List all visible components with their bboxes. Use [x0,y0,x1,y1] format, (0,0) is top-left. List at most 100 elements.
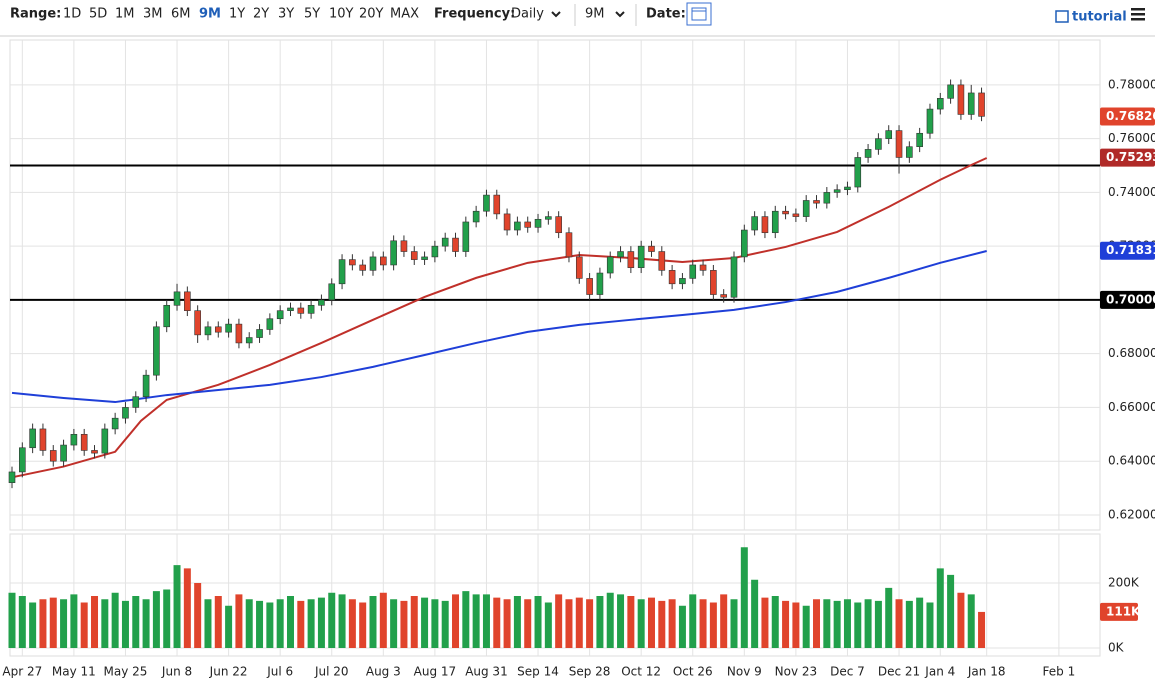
candle-body [245,337,253,344]
candle-body [493,194,501,215]
range-button[interactable]: 5D [89,7,107,22]
volume-bar [317,597,325,648]
candle [596,267,604,300]
moving-average [11,157,988,479]
range-button[interactable]: 9M [199,7,221,22]
calendar-box[interactable] [686,2,712,26]
x-tick-label: Nov 9 [727,665,762,679]
candle [91,445,98,459]
frequency-select[interactable]: Daily [511,7,544,22]
candle [204,321,212,341]
price-tag [1100,148,1155,167]
candle-body [390,240,397,266]
volume-bar [70,594,78,648]
menu-button[interactable] [1131,8,1145,21]
range-button[interactable]: 2Y [253,7,269,22]
volume-bar [658,600,666,648]
y-tick-label: 0.74000 [1108,185,1155,199]
volume-bar [740,547,748,648]
candle [163,299,171,333]
candle [235,318,243,349]
volume-bar [916,597,924,648]
candle [936,92,944,115]
candle-body [266,318,274,330]
candle [225,318,232,338]
volume-bar [121,600,129,648]
candle-body [936,98,944,110]
volume-bar [410,596,418,648]
calendar-button[interactable] [686,2,712,26]
volume-bar [720,594,728,648]
volume-bar [472,594,480,648]
calendar-icon[interactable] [691,7,707,21]
volume-bar [730,599,738,648]
candle-body [214,326,222,333]
x-tick-label: Jul 20 [314,665,349,679]
candle-body [91,450,98,454]
y-tick-label: 0.66000 [1108,400,1155,414]
volume-tag-label: 111K [1106,604,1141,618]
candle [926,103,934,139]
candle [730,251,738,303]
range-button[interactable]: 6M [171,7,191,22]
volume-bar [627,596,635,648]
frequency-chevron[interactable] [551,11,561,18]
volume-bar [709,602,717,648]
candle-body [802,200,810,217]
candle [307,299,315,319]
range-button[interactable]: 10Y [329,7,354,22]
candle-body [710,270,717,295]
range-button[interactable]: 20Y [359,7,384,22]
candle-body [153,326,160,376]
volume-bar [452,594,460,648]
range-button[interactable]: 3M [143,7,163,22]
candle-body [751,216,758,231]
candle-body [142,374,150,397]
period-select[interactable]: 9M [585,7,605,22]
volume-bar [534,596,542,648]
candle [978,87,985,122]
candle-body [503,213,511,231]
range-button[interactable]: 1D [63,7,81,22]
candle-body [235,323,243,344]
candle [39,423,47,456]
volume-bar [905,600,913,648]
candle [575,251,583,284]
menu-bar[interactable] [1131,18,1145,21]
range-button[interactable]: 1M [115,7,135,22]
range-button[interactable]: 1Y [229,7,245,22]
candle [421,251,428,265]
range-button[interactable]: 5Y [304,7,320,22]
candle-body [359,264,366,271]
volume-bar [813,599,821,648]
period-chevron[interactable] [615,11,625,18]
volume-bar [18,596,26,648]
candle-body [648,245,655,252]
tutorial-icon[interactable] [1055,10,1069,23]
volume-bar [390,599,398,648]
candle-body [833,189,841,193]
candle-body [101,428,109,454]
candle [173,283,181,311]
range-button[interactable]: MAX [390,7,419,22]
candle-body [586,278,593,295]
candle-body [184,291,191,311]
candle-body [287,307,294,311]
price-tag [1100,107,1155,126]
volume-bar [173,565,181,648]
menu-bar[interactable] [1131,8,1145,11]
range-button[interactable]: 3Y [278,7,294,22]
candle [741,224,748,263]
x-tick-label: Jan 18 [967,665,1006,679]
candle-body [122,407,129,419]
menu-bar[interactable] [1131,13,1145,16]
volume-bar [91,596,99,648]
candle-body [380,256,387,266]
candle-body [338,259,346,285]
tutorial-link[interactable]: tutorial [1072,10,1127,25]
price-pane [9,39,1101,531]
candle-body [462,221,470,252]
candle [349,254,356,271]
volume-bar [606,592,614,648]
candle [916,127,923,153]
